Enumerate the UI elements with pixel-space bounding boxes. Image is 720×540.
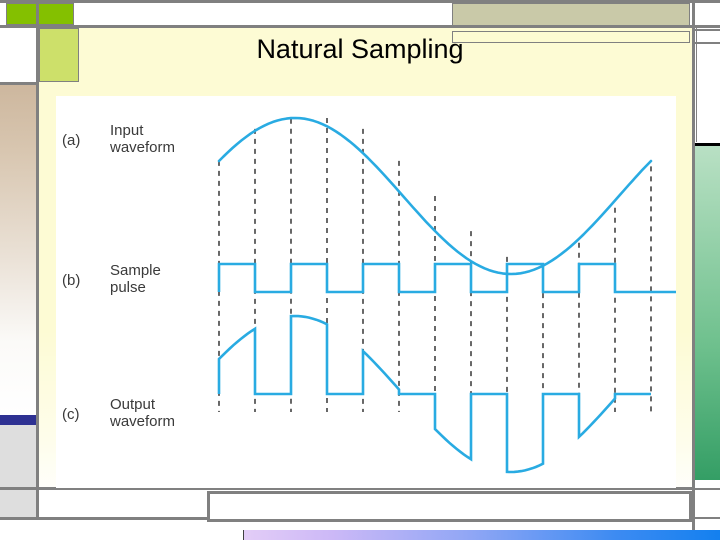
input-waveform-curve: [217, 116, 653, 276]
waveform-figure: [217, 116, 676, 474]
frame-rule-right-small-2: [695, 42, 720, 44]
decor-right-green-card: [694, 143, 720, 480]
decor-left-navy-bar: [0, 415, 36, 425]
decor-left-gradient-strip: [0, 85, 36, 415]
decor-bottom-gradient-bar: [243, 530, 720, 540]
frame-rule-bottom-left: [0, 517, 243, 520]
frame-rule-top: [0, 0, 720, 3]
figure-tag-a: (a): [62, 132, 81, 149]
frame-rule-left-notch-bottom: [0, 82, 36, 85]
page-title: Natural Sampling: [256, 34, 464, 64]
figure-label-b: Sample pulse: [110, 262, 161, 296]
figure-label-c: Output waveform: [110, 396, 176, 430]
bottom-placeholder-box[interactable]: [207, 491, 692, 522]
sample-pulse-curve: [217, 262, 676, 294]
frame-rule-left-vertical: [36, 0, 39, 520]
frame-rule-right-small-3: [695, 488, 720, 490]
figure-tag-b: (b): [62, 272, 81, 289]
figure-tag-c: (c): [62, 406, 80, 423]
decor-khaki-header-block: [452, 3, 690, 27]
decor-left-grey-strip: [0, 425, 36, 520]
frame-rule-right-small-4: [695, 517, 720, 519]
frame-rule-right-vertical: [692, 0, 695, 540]
output-waveform-curve: [217, 314, 651, 474]
frame-rule-right-small-1: [695, 29, 720, 31]
decor-cream-header-strip: [452, 31, 690, 43]
frame-rule-bottom-body: [0, 487, 695, 490]
decor-white-notch: [0, 28, 36, 82]
decor-right-white-card: [696, 28, 720, 142]
frame-rule-under-header: [0, 25, 720, 28]
decor-green-tab: [6, 3, 74, 25]
figure-label-a: Input waveform: [110, 122, 176, 156]
decor-light-green-block: [39, 28, 79, 82]
